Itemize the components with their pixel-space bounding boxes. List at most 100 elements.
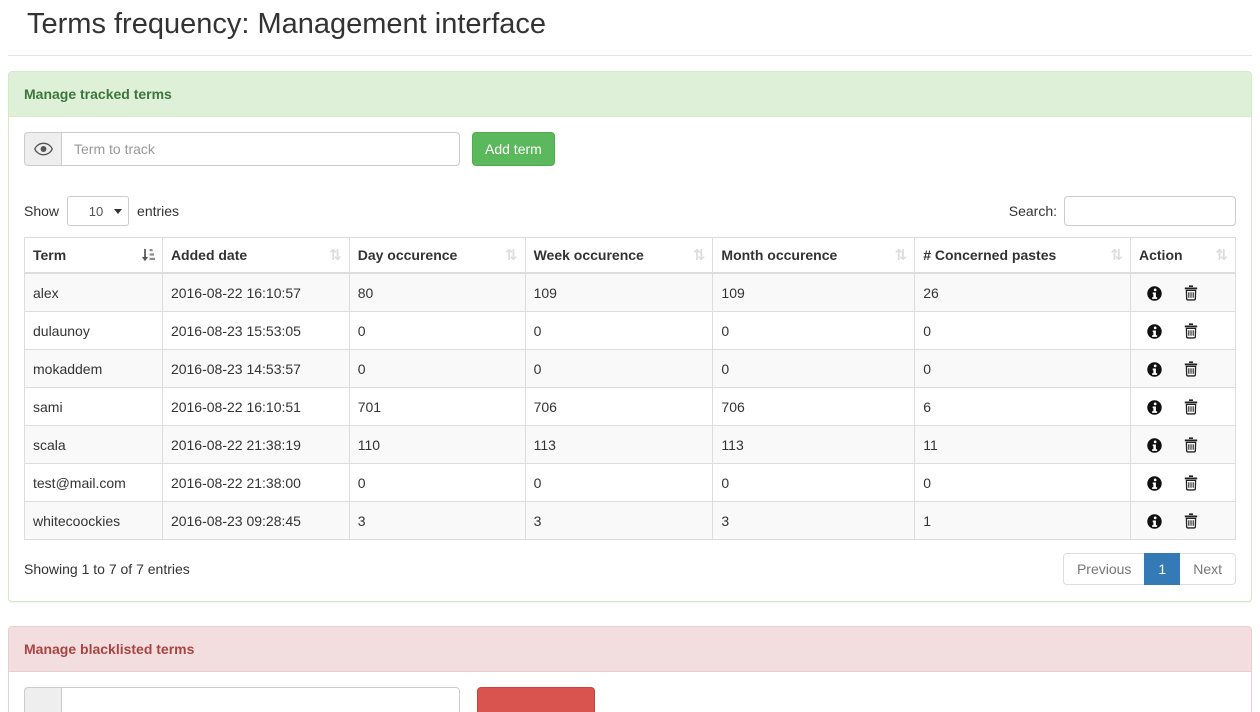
cell-week: 706 [524,387,714,426]
action-buttons [1139,513,1227,529]
cell-action [1130,501,1236,540]
search-label: Search: [1008,203,1057,219]
cell-pastes: 26 [914,272,1131,312]
cell-day: 0 [348,463,526,502]
cell-week: 113 [524,425,714,464]
trash-icon[interactable] [1184,285,1198,301]
term-to-blacklist-input[interactable] [61,687,460,712]
cell-term: sami [24,387,163,426]
column-header-concerned-pastes[interactable]: # Concerned pastes ⇅ [914,237,1131,274]
trash-icon[interactable] [1184,399,1198,415]
cell-month: 0 [712,311,916,350]
cell-action [1130,272,1236,312]
info-icon[interactable] [1147,323,1162,339]
sort-both-icon: ⇅ [692,246,706,264]
cell-action [1130,425,1236,464]
entries-select-wrap: 10 [67,196,130,226]
column-header-day-occurence[interactable]: Day occurence ⇅ [348,237,526,274]
sort-both-icon: ⇅ [1215,246,1228,264]
blacklist-term-button[interactable] [477,687,595,712]
eye-icon [33,142,53,156]
terms-table-body: alex 2016-08-22 16:10:57 80 109 109 26 dulauno… [24,272,1236,540]
column-label: Action [1139,247,1183,263]
cell-term: alex [24,272,163,312]
sort-both-icon: ⇅ [894,246,908,264]
cell-day: 80 [348,272,526,312]
info-icon[interactable] [1147,361,1162,377]
action-buttons [1139,323,1227,339]
cell-month: 109 [712,272,916,312]
column-header-term[interactable]: Term [24,237,163,274]
add-term-button[interactable]: Add term [472,132,555,166]
search-input[interactable] [1064,196,1236,226]
table-row: alex 2016-08-22 16:10:57 80 109 109 26 [24,272,1236,312]
pagination-page-1[interactable]: 1 [1144,553,1181,585]
terms-table-head: Term Added date ⇅ Day occurence ⇅ Week occure… [24,237,1236,274]
trash-icon[interactable] [1184,475,1198,491]
cell-day: 0 [348,311,526,350]
column-header-action[interactable]: Action ⇅ [1130,237,1236,274]
column-label: # Concerned pastes [923,247,1057,263]
cell-term: whitecoockies [24,501,163,540]
column-header-week-occurence[interactable]: Week occurence ⇅ [524,237,714,274]
cell-added_date: 2016-08-22 21:38:00 [161,463,350,502]
trash-icon[interactable] [1184,323,1198,339]
cell-action [1130,387,1236,426]
tracked-terms-panel-body: Add term Show 10 entries Search: [9,117,1251,601]
cell-added_date: 2016-08-22 16:10:51 [161,387,350,426]
info-icon[interactable] [1147,399,1162,415]
page-title: Terms frequency: Management interface [27,8,547,40]
column-header-month-occurence[interactable]: Month occurence ⇅ [712,237,916,274]
entries-label: entries [137,203,180,219]
cell-action [1130,463,1236,502]
cell-month: 0 [712,463,916,502]
info-icon[interactable] [1147,475,1162,491]
table-row: mokaddem 2016-08-23 14:53:57 0 0 0 0 [24,349,1236,388]
pagination-next[interactable]: Next [1179,553,1236,585]
page-length-control: Show 10 entries [24,196,179,226]
cell-pastes: 0 [914,349,1131,388]
show-label: Show [24,203,60,219]
pagination-previous[interactable]: Previous [1062,553,1146,585]
datatable-controls: Show 10 entries Search: [24,196,1236,226]
cell-day: 110 [348,425,526,464]
action-buttons [1139,361,1227,377]
cell-added_date: 2016-08-22 16:10:57 [161,272,350,312]
column-header-added-date[interactable]: Added date ⇅ [161,237,350,274]
pagination: Previous 1 Next [1062,553,1236,585]
cell-added_date: 2016-08-22 21:38:19 [161,425,350,464]
page: Terms frequency: Management interface Ma… [0,8,1260,712]
info-icon[interactable] [1147,285,1162,301]
trash-icon[interactable] [1184,513,1198,529]
blacklisted-terms-panel-body [9,672,1251,712]
cell-month: 113 [712,425,916,464]
cell-term: dulaunoy [24,311,163,350]
cell-term: scala [24,425,163,464]
trash-icon[interactable] [1184,437,1198,453]
blacklist-input-group [24,687,460,712]
column-label: Day occurence [357,247,458,263]
tracked-terms-panel: Manage tracked terms Add term Show [8,71,1252,602]
eye-icon-addon [24,132,61,166]
entries-select[interactable]: 10 [67,196,130,226]
term-input-group [24,132,460,166]
column-label: Term [33,247,67,263]
action-buttons [1139,399,1227,415]
cell-action [1130,311,1236,350]
column-label: Added date [170,247,248,263]
datatable-footer: Showing 1 to 7 of 7 entries Previous 1 N… [24,552,1236,586]
trash-icon[interactable] [1184,361,1198,377]
title-divider [8,55,1252,56]
cell-month: 3 [712,501,916,540]
info-icon[interactable] [1147,513,1162,529]
header-row: Term Added date ⇅ Day occurence ⇅ Week occure… [24,237,1236,274]
cell-month: 0 [712,349,916,388]
term-to-track-input[interactable] [61,132,460,166]
blacklist-term-row [24,687,1236,712]
blacklisted-terms-panel-heading: Manage blacklisted terms [9,627,1251,672]
cell-week: 3 [524,501,714,540]
cell-added_date: 2016-08-23 09:28:45 [161,501,350,540]
info-icon[interactable] [1147,437,1162,453]
table-row: test@mail.com 2016-08-22 21:38:00 0 0 0 0 [24,463,1236,502]
table-info: Showing 1 to 7 of 7 entries [24,561,190,577]
